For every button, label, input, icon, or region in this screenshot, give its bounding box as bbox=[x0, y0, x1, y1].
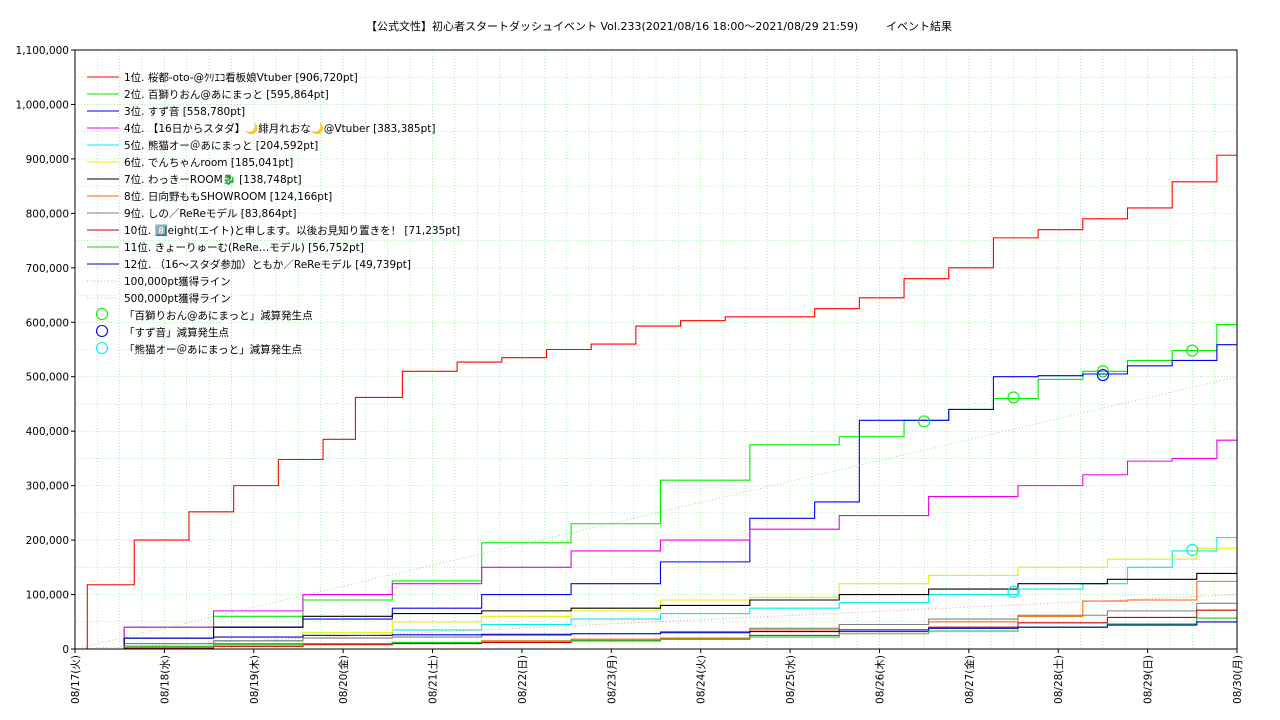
x-tick-label: 08/28(土) bbox=[1052, 655, 1065, 704]
legend-item: 「百獅りおん@あにまっと」減算発生点 bbox=[124, 309, 313, 322]
legend-item: 3位. すず音 [558,780pt] bbox=[124, 105, 245, 118]
y-tick-label: 900,000 bbox=[26, 154, 69, 166]
x-tick-label: 08/19(木) bbox=[249, 655, 261, 704]
x-tick-label: 08/17(火) bbox=[70, 655, 82, 704]
series-line-14 bbox=[74, 376, 1238, 650]
series-line-8 bbox=[75, 580, 1237, 650]
x-tick-label: 08/23(月) bbox=[606, 655, 618, 704]
legend-item: 4位. 【16日からスタダ】🌙緋月れおな🌙@Vtuber [383,385pt] bbox=[124, 122, 436, 135]
series-lines bbox=[74, 154, 1238, 650]
x-tick-label: 08/22(日) bbox=[517, 655, 529, 704]
x-tick-label: 08/25(水) bbox=[785, 655, 797, 704]
y-tick-label: 500,000 bbox=[26, 372, 69, 384]
x-tick-label: 08/18(水) bbox=[159, 655, 171, 704]
series-line-3 bbox=[75, 344, 1237, 650]
legend-item: 1位. 桜都-oto-@ｸﾘｴｺ看板娘Vtuber [906,720pt] bbox=[124, 71, 358, 84]
y-tick-label: 600,000 bbox=[26, 317, 69, 329]
marker-point-1 bbox=[1096, 365, 1109, 378]
y-tick-label: 800,000 bbox=[26, 208, 69, 220]
marker-point-1 bbox=[1007, 391, 1020, 404]
legend-item: 8位. 日向野ももSHOWROOM [124,166pt] bbox=[124, 190, 332, 203]
legend-item: 5位. 熊猫オー＠あにまっと [204,592pt] bbox=[124, 139, 318, 152]
x-tick-label: 08/24(火) bbox=[696, 655, 708, 704]
legend-marker bbox=[95, 341, 109, 355]
marker-point-1 bbox=[1186, 344, 1199, 357]
legend-item: 12位. （16～スタダ参加）ともか／ReReモデル [49,739pt] bbox=[124, 258, 411, 271]
series-line-1 bbox=[75, 154, 1237, 650]
y-tick-label: 200,000 bbox=[26, 535, 69, 547]
legend: 1位. 桜都-oto-@ｸﾘｴｺ看板娘Vtuber [906,720pt] 2位.… bbox=[87, 71, 460, 356]
series-line-7 bbox=[75, 572, 1237, 650]
legend-item: 「熊猫オー＠あにまっと」減算発生点 bbox=[124, 343, 302, 356]
x-tick-label: 08/27(金) bbox=[963, 655, 976, 704]
legend-item: 2位. 百獅りおん@あにまっと [595,864pt] bbox=[124, 88, 329, 101]
legend-item: 11位. きょーりゅーむ(ReRe…モデル) [56,752pt] bbox=[124, 241, 364, 254]
x-tick-label: 08/30(月) bbox=[1232, 655, 1244, 704]
x-tick-label: 08/21(土) bbox=[427, 655, 440, 704]
legend-item: 100,000pt獲得ライン bbox=[124, 275, 231, 288]
legend-item: 500,000pt獲得ライン bbox=[124, 292, 231, 305]
series-line-2 bbox=[75, 323, 1237, 650]
y-tick-label: 700,000 bbox=[26, 263, 69, 275]
chart-subtitle: イベント結果 bbox=[886, 19, 952, 33]
legend-item: 10位. 8️⃣eight(エイト)と申します。以後お見知り置きを！ [71,2… bbox=[124, 224, 460, 237]
x-tick-label: 08/26(木) bbox=[874, 655, 886, 704]
plot-frame bbox=[74, 49, 1238, 650]
y-tick-label: 300,000 bbox=[26, 481, 69, 493]
x-tick-label: 08/29(日) bbox=[1143, 655, 1155, 704]
x-axis: 08/17(火) 08/18(水) 08/19(木) 08/20(金) 08/21(土)… bbox=[70, 649, 1244, 704]
series-line-12 bbox=[75, 621, 1237, 650]
y-tick-label: 400,000 bbox=[26, 426, 69, 438]
marker-point-1 bbox=[918, 415, 931, 428]
legend-item: 6位. でんちゃんroom [185,041pt] bbox=[124, 156, 293, 169]
y-tick-label: 1,000,000 bbox=[16, 99, 69, 111]
y-tick-label: 0 bbox=[62, 644, 69, 656]
series-line-4 bbox=[75, 439, 1237, 650]
y-tick-label: 1,100,000 bbox=[16, 45, 69, 57]
legend-item: 「すず音」減算発生点 bbox=[124, 326, 229, 339]
legend-marker bbox=[95, 324, 109, 338]
y-tick-label: 100,000 bbox=[26, 590, 69, 602]
x-tick-label: 08/20(金) bbox=[337, 655, 350, 704]
marker-point-3 bbox=[1007, 585, 1020, 598]
legend-item: 7位. わっきーROOM🐉 [138,748pt] bbox=[124, 173, 302, 186]
legend-item: 9位. しの／ReReモデル [83,864pt] bbox=[124, 207, 296, 220]
y-axis: 0 100,000 200,000 300,000 400,000 500,000 600,… bbox=[16, 45, 75, 656]
markers bbox=[918, 344, 1199, 598]
legend-marker bbox=[95, 307, 109, 321]
chart-title: 【公式文性】初心者スタートダッシュイベント Vol.233(2021/08/16… bbox=[366, 19, 858, 33]
marker-point-2 bbox=[1096, 369, 1109, 382]
series-line-13 bbox=[74, 594, 1238, 650]
marker-point-3 bbox=[1186, 543, 1199, 556]
